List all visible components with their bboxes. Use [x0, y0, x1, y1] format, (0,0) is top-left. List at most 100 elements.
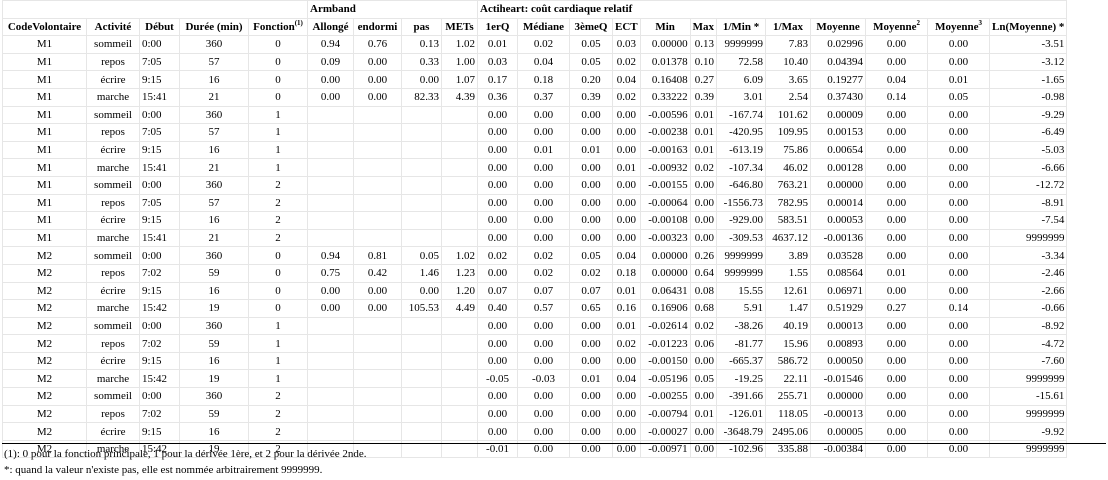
table-cell[interactable]: 9:15	[139, 281, 180, 301]
table-cell[interactable]: 46.02	[765, 158, 812, 177]
table-cell[interactable]: écrire	[86, 140, 140, 160]
table-cell[interactable]: 0.00	[927, 211, 991, 230]
table-cell[interactable]: 57	[179, 123, 249, 142]
table-cell[interactable]	[307, 105, 354, 125]
table-cell[interactable]: 0.36	[477, 87, 518, 107]
table-cell[interactable]: 0.33	[401, 52, 442, 72]
table-cell[interactable]: -0.05	[477, 369, 518, 389]
table-cell[interactable]: sommeil	[86, 387, 140, 406]
table-cell[interactable]: 0.76	[353, 35, 402, 54]
table-cell[interactable]: 0.00005	[810, 422, 867, 441]
table-cell[interactable]: -126.01	[716, 404, 767, 424]
table-cell[interactable]: 15:42	[139, 369, 180, 389]
table-cell[interactable]: 0.02	[612, 87, 641, 107]
table-cell[interactable]: 19	[179, 299, 249, 318]
table-cell[interactable]: écrire	[86, 422, 140, 441]
table-cell[interactable]: 0.00	[927, 228, 991, 248]
table-cell[interactable]	[401, 351, 442, 371]
table-cell[interactable]: sommeil	[86, 35, 140, 54]
table-cell[interactable]: 0.00	[612, 439, 641, 459]
table-cell[interactable]: 9999999	[716, 246, 767, 265]
table-cell[interactable]: marche	[86, 369, 140, 389]
table-cell[interactable]: 0.18	[612, 263, 641, 283]
table-cell[interactable]: 0.64	[689, 263, 718, 283]
table-cell[interactable]: 0.00	[689, 228, 718, 248]
table-cell[interactable]: 15:42	[139, 299, 180, 318]
table-cell[interactable]: 0:00	[139, 35, 180, 54]
table-cell[interactable]: 0.00	[307, 299, 354, 318]
table-cell[interactable]: 9999999	[989, 228, 1068, 248]
table-cell[interactable]	[307, 316, 354, 336]
table-cell[interactable]: M1	[2, 175, 87, 195]
table-cell[interactable]: -613.19	[716, 140, 767, 160]
table-cell[interactable]: 0.00	[477, 193, 518, 213]
table-cell[interactable]	[307, 387, 354, 406]
table-cell[interactable]: 0.00	[569, 158, 613, 177]
table-cell[interactable]: 0.00	[612, 404, 641, 424]
table-cell[interactable]: 0.04	[517, 52, 570, 72]
table-cell[interactable]: 9999999	[989, 369, 1068, 389]
table-cell[interactable]: 0.05	[401, 246, 442, 265]
table-cell[interactable]: repos	[86, 334, 140, 353]
table-cell[interactable]: 0	[248, 52, 308, 72]
table-cell[interactable]: -12.72	[989, 175, 1068, 195]
table-cell[interactable]: 1.02	[441, 246, 478, 265]
table-cell[interactable]	[353, 422, 402, 441]
table-cell[interactable]: 0.01	[612, 158, 641, 177]
table-cell[interactable]: M1	[2, 52, 87, 72]
table-cell[interactable]: 0.00	[865, 228, 929, 248]
table-cell[interactable]: 0.00	[517, 175, 570, 195]
table-cell[interactable]: 0.00	[569, 105, 613, 125]
table-cell[interactable]: -2.46	[989, 263, 1068, 283]
table-cell[interactable]: 0.04	[865, 70, 929, 89]
table-cell[interactable]: M2	[2, 439, 87, 459]
table-cell[interactable]: 0.00014	[810, 193, 867, 213]
table-cell[interactable]: -0.01	[477, 439, 518, 459]
table-cell[interactable]: 2	[248, 422, 308, 441]
table-cell[interactable]: 15:41	[139, 228, 180, 248]
table-cell[interactable]: 0.00	[865, 105, 929, 125]
table-cell[interactable]	[307, 158, 354, 177]
table-cell[interactable]: 4.49	[441, 299, 478, 318]
table-cell[interactable]: 360	[179, 387, 249, 406]
table-cell[interactable]	[353, 387, 402, 406]
table-cell[interactable]: 0.27	[865, 299, 929, 318]
table-cell[interactable]: -6.66	[989, 158, 1068, 177]
table-cell[interactable]: 0.00	[689, 422, 718, 441]
table-cell[interactable]: M2	[2, 299, 87, 318]
table-cell[interactable]: -0.00971	[639, 439, 691, 459]
table-cell[interactable]: 0.00	[569, 193, 613, 213]
table-cell[interactable]: 16	[179, 70, 249, 89]
table-cell[interactable]: -929.00	[716, 211, 767, 230]
table-cell[interactable]: 3.89	[765, 246, 812, 265]
table-cell[interactable]: -0.00155	[639, 175, 691, 195]
table-cell[interactable]: 0.00	[865, 369, 929, 389]
table-cell[interactable]: 4.39	[441, 87, 478, 107]
table-cell[interactable]: 360	[179, 246, 249, 265]
table-cell[interactable]: 21	[179, 158, 249, 177]
table-cell[interactable]: 0.00	[612, 351, 641, 371]
table-cell[interactable]: 0.00	[612, 193, 641, 213]
table-cell[interactable]: 0.04	[612, 70, 641, 89]
table-cell[interactable]	[441, 404, 478, 424]
table-cell[interactable]: 0.01378	[639, 52, 691, 72]
table-cell[interactable]: 0.00	[517, 193, 570, 213]
table-cell[interactable]: 0.02	[517, 246, 570, 265]
table-cell[interactable]: 0.00000	[639, 263, 691, 283]
table-cell[interactable]: 0.00	[865, 35, 929, 54]
table-cell[interactable]: 255.71	[765, 387, 812, 406]
table-cell[interactable]: 9:15	[139, 140, 180, 160]
table-cell[interactable]: 0.00	[517, 211, 570, 230]
table-cell[interactable]: -3.12	[989, 52, 1068, 72]
table-cell[interactable]: 360	[179, 105, 249, 125]
table-cell[interactable]: -1.65	[989, 70, 1068, 89]
table-cell[interactable]: -8.92	[989, 316, 1068, 336]
table-cell[interactable]: 0.00	[689, 351, 718, 371]
table-cell[interactable]: 0.00	[865, 140, 929, 160]
table-cell[interactable]: 7:05	[139, 52, 180, 72]
table-cell[interactable]: M2	[2, 422, 87, 441]
table-cell[interactable]: 360	[179, 316, 249, 336]
table-cell[interactable]: M2	[2, 369, 87, 389]
table-cell[interactable]: 2	[248, 211, 308, 230]
table-cell[interactable]: 0.00013	[810, 316, 867, 336]
